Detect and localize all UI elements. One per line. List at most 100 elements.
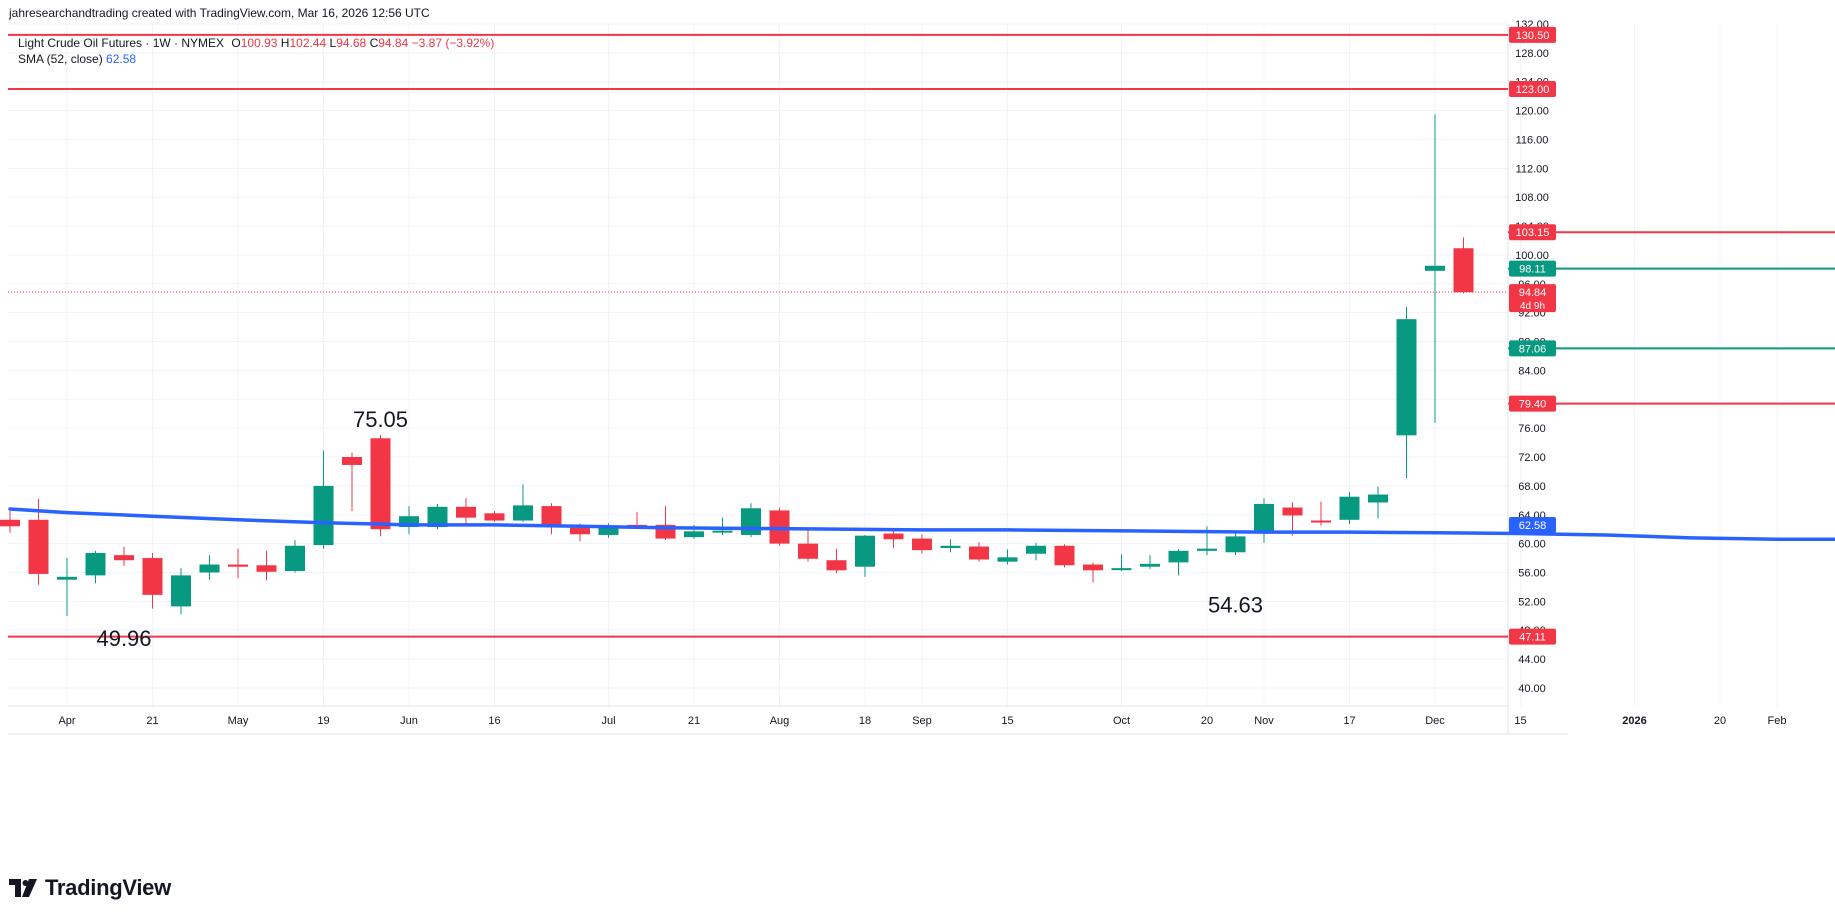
price-tick-label: 112.00 [1516,163,1549,175]
price-tick-label: 100.00 [1515,250,1549,262]
candle [1396,306,1417,478]
time-tick-label: 16 [488,715,500,727]
candle-body [1425,265,1445,271]
candle-body [1083,564,1103,571]
sma-legend-row[interactable]: SMA (52, close) 62.58 [18,51,494,67]
price-level-badge [1509,628,1556,645]
price-tick-label: 60.00 [1518,539,1546,551]
candle-body [456,506,476,518]
chart-grid [8,23,1778,735]
price-level-badge [1509,260,1556,277]
candle-body [1396,319,1417,436]
candle [883,530,904,548]
tradingview-logo-text: TradingView [45,875,171,900]
price-annotation: 49.96 [96,626,151,651]
price-level-badge-label: 47.11 [1519,632,1546,644]
price-level-badge-label: 103.15 [1516,227,1550,239]
price-level-badge [1509,26,1556,43]
low-value: 94.68 [336,36,367,50]
candle [912,534,932,554]
candle-body [541,506,562,528]
candle-body [855,535,875,567]
candle [940,539,961,553]
candle-body [142,558,163,595]
candle [541,503,562,535]
candle-body [57,576,77,580]
candle [855,534,875,577]
candle [798,529,818,562]
price-level-badge-label: 79.40 [1519,399,1547,411]
candle-body [228,564,248,567]
time-tick-label: 20 [1201,715,1213,727]
price-level-badge [1509,224,1556,241]
price-tick-label: 44.00 [1518,654,1546,666]
time-tick-label: Oct [1113,715,1130,727]
candle [199,555,220,580]
price-annotation: 75.05 [353,407,408,432]
candle-body [513,505,533,521]
candle [85,550,106,584]
close-value: 94.84 [378,36,409,50]
price-annotation: 54.63 [1208,592,1263,617]
time-axis[interactable]: Apr 21 May 19 Jun 16 Jul 21 Aug 18 Sep 15 Oct 20 Nov 17… [58,715,1835,727]
candle-body [1453,248,1474,293]
sma-value: 62.58 [106,52,137,66]
candle [28,498,49,585]
candle-body [570,527,590,535]
symbol-legend-row[interactable]: Light Crude Oil Futures · 1W · NYMEX O10… [18,35,494,51]
candle-body [1054,545,1075,566]
candle-body [598,527,619,535]
price-tick-label: 84.00 [1518,365,1546,377]
candle [256,550,277,581]
time-tick-label: Jun [400,715,418,727]
candle-body [1254,503,1274,534]
sma-line [8,507,1835,542]
time-tick-label: Sep [912,715,932,727]
price-level-badge [1509,80,1556,97]
tradingview-logo-icon [9,879,37,897]
candle-body [1282,507,1303,516]
time-tick-label: 18 [859,715,871,727]
candle [1282,502,1303,536]
candle-body [427,506,448,528]
time-tick-label: 15 [1514,715,1526,727]
price-levels [8,33,1835,638]
candle [456,498,476,524]
time-tick-label: Dec [1425,715,1445,727]
candle-body [912,538,932,551]
candle [1083,562,1103,583]
candle-body [0,519,20,527]
candle [0,511,20,533]
candle [1026,542,1046,561]
price-axis[interactable]: 40.0044.0048.0052.0056.0060.0064.0068.00… [1509,19,1556,695]
price-level-badge [1509,395,1556,412]
candle-body [1026,545,1046,554]
price-tick-label: 56.00 [1518,567,1546,579]
time-tick-label: May [228,715,249,727]
tradingview-logo[interactable]: TradingView [9,875,171,901]
candle [57,558,77,617]
candle [1453,237,1474,294]
candle [1168,549,1189,576]
price-level-badge-label: 87.06 [1519,343,1547,355]
candle-body [285,545,305,572]
chart-legend: Light Crude Oil Futures · 1W · NYMEX O10… [18,35,494,67]
price-tick-label: 68.00 [1518,481,1546,493]
candle-body [256,565,277,572]
sma-label: SMA (52, close) [18,52,103,66]
time-tick-label: 17 [1343,715,1355,727]
candle-body [826,560,847,571]
candle [969,542,989,562]
candle-body [28,519,49,574]
candle [171,568,191,615]
price-tick-label: 76.00 [1518,423,1546,435]
candle [342,452,362,512]
candle [513,484,533,522]
candle-body [741,508,761,535]
candle-body [199,564,220,573]
open-value: 100.93 [240,36,278,50]
sma-badge-label: 62.58 [1519,520,1547,532]
candle [1311,501,1331,526]
current-price-badge-label: 94.84 [1519,287,1547,299]
